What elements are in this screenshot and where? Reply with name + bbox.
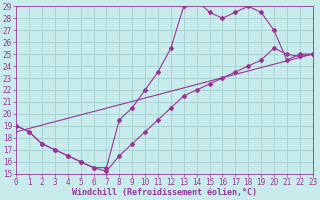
X-axis label: Windchill (Refroidissement éolien,°C): Windchill (Refroidissement éolien,°C) xyxy=(72,188,257,197)
